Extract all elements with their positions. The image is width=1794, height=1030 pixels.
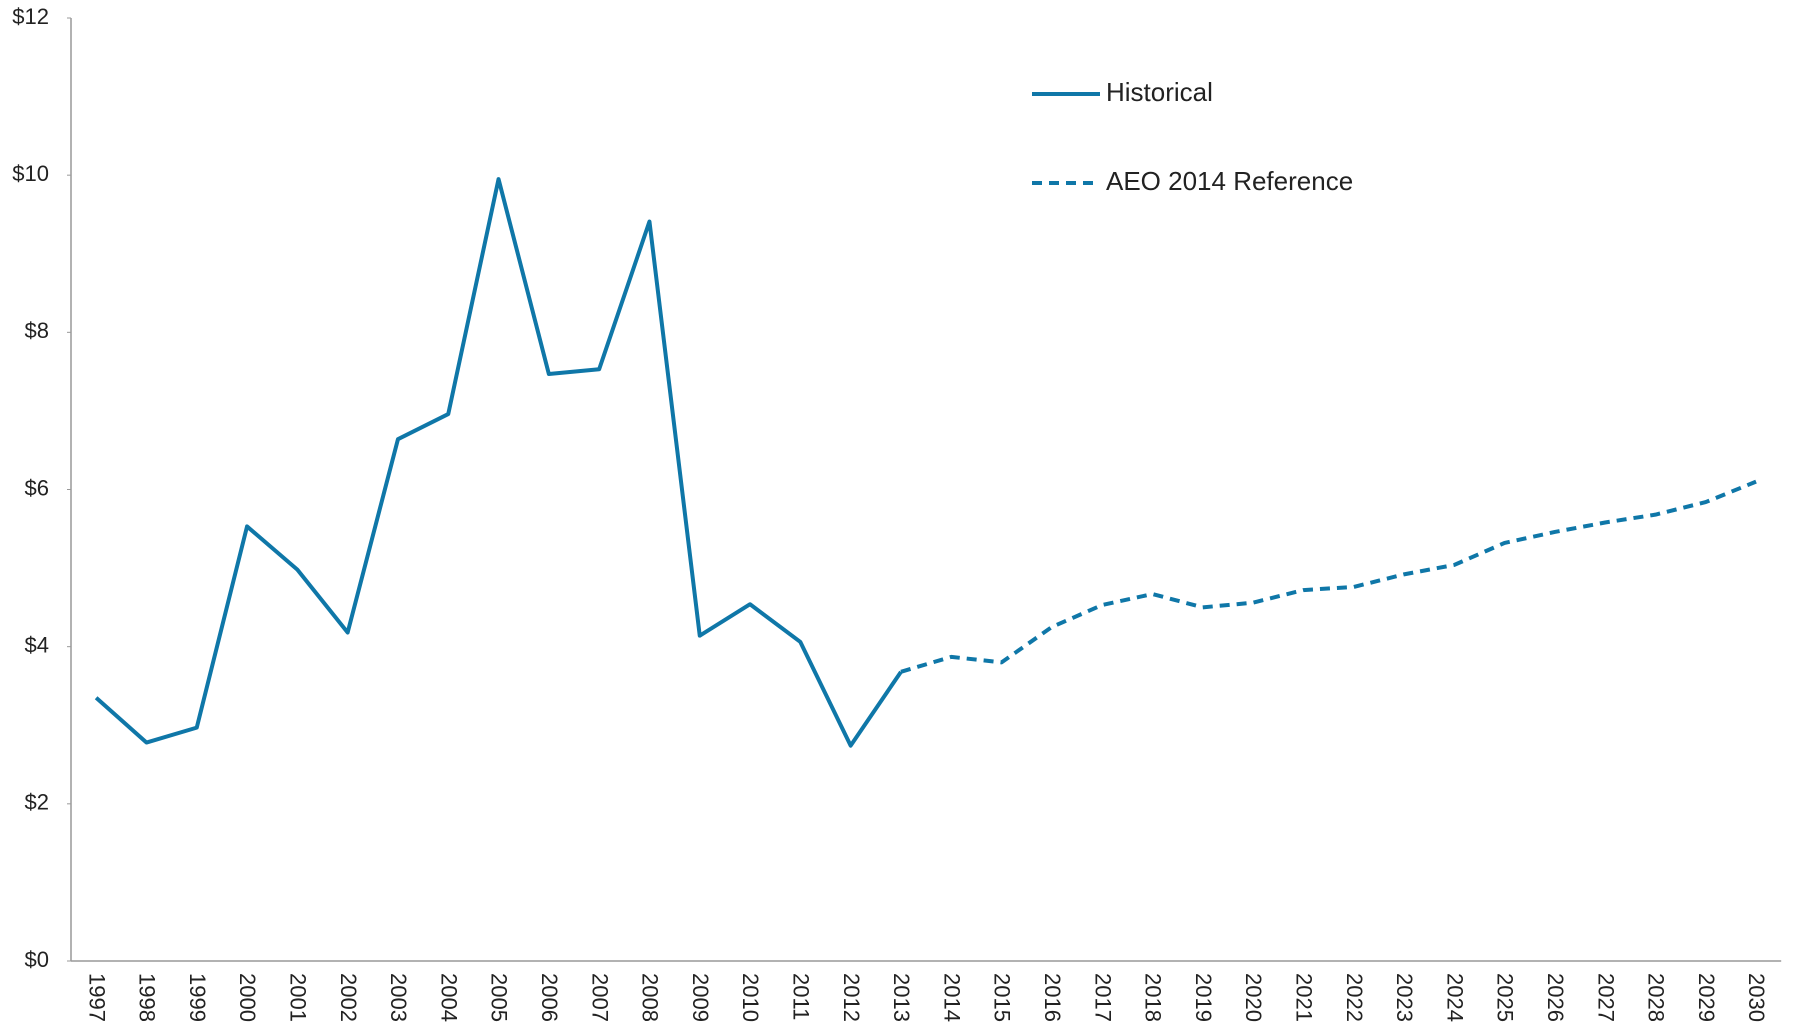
x-tick-label: 2023: [1392, 973, 1417, 1022]
y-tick-label: $6: [25, 475, 49, 500]
line-series: [900, 479, 1757, 674]
x-tick-label: 2029: [1694, 973, 1719, 1022]
x-tick-label: 1998: [135, 973, 160, 1022]
x-tick-label: 2019: [1191, 973, 1216, 1022]
x-tick-label: 2001: [286, 973, 311, 1022]
x-tick-label: 2016: [1040, 973, 1065, 1022]
y-tick-label: $2: [25, 790, 49, 815]
x-tick-label: 2012: [839, 973, 864, 1022]
x-tick-label: 2024: [1442, 973, 1467, 1022]
legend-label: Historical: [1106, 77, 1213, 107]
line-series: [94, 177, 903, 748]
x-tick-label: 2017: [1090, 973, 1115, 1022]
x-tick-label: 2026: [1543, 973, 1568, 1022]
y-tick-label: $0: [25, 947, 49, 972]
x-tick-label: 2030: [1744, 973, 1769, 1022]
x-tick-label: 1999: [185, 973, 210, 1022]
x-tick-label: 2015: [990, 973, 1015, 1022]
y-tick-label: $8: [25, 318, 49, 343]
x-tick-label: 2002: [336, 973, 361, 1022]
x-tick-label: 2010: [738, 973, 763, 1022]
x-tick-label: 2000: [235, 973, 260, 1022]
x-tick-label: 2027: [1593, 973, 1618, 1022]
x-tick-label: 2014: [939, 973, 964, 1022]
y-tick-label: $10: [12, 161, 49, 186]
x-tick-label: 2025: [1493, 973, 1518, 1022]
x-tick-label: 2018: [1141, 973, 1166, 1022]
x-tick-label: 1997: [84, 973, 109, 1022]
x-tick-label: 2013: [889, 973, 914, 1022]
y-tick-label: $12: [12, 4, 49, 29]
x-tick-label: 2011: [789, 973, 814, 1020]
y-tick-label: $4: [25, 632, 49, 657]
x-tick-label: 2008: [638, 973, 663, 1022]
x-tick-label: 2006: [537, 973, 562, 1022]
x-tick-label: 2007: [587, 973, 612, 1022]
x-tick-label: 2004: [436, 973, 461, 1022]
x-tick-label: 2005: [487, 973, 512, 1022]
x-tick-label: 2022: [1342, 973, 1367, 1022]
x-tick-label: 2009: [688, 973, 713, 1022]
x-tick-label: 2028: [1644, 973, 1669, 1022]
x-tick-label: 2020: [1241, 973, 1266, 1022]
x-tick-label: 2021: [1292, 973, 1317, 1022]
x-tick-label: 2003: [386, 973, 411, 1022]
legend-label: AEO 2014 Reference: [1106, 166, 1353, 196]
